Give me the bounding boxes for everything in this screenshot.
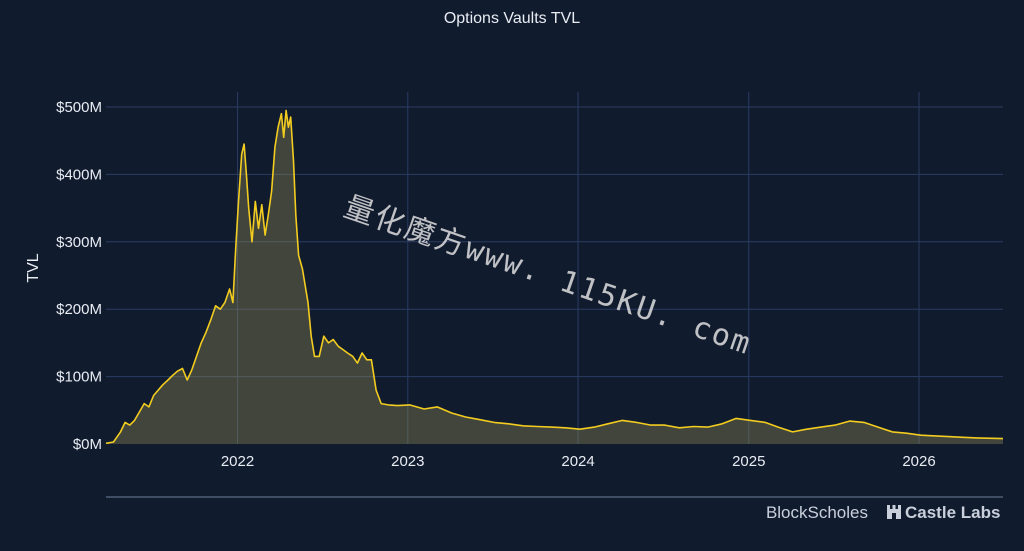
watermark-text: 量化魔方www. 115KU. com — [339, 189, 756, 362]
x-tick-label: 2026 — [902, 453, 935, 470]
chart-title: Options Vaults TVL — [444, 10, 580, 27]
y-axis: $0M $100M $200M $300M $400M $500M — [56, 99, 102, 453]
plot-layer — [105, 109, 1004, 445]
y-tick-label: $100M — [56, 369, 102, 386]
castle-icon — [887, 505, 901, 519]
tvl-area — [106, 110, 1003, 445]
x-axis: 2022 2023 2024 2025 2026 — [221, 453, 936, 470]
x-tick-label: 2025 — [732, 453, 765, 470]
y-tick-label: $0M — [73, 436, 102, 453]
y-tick-label: $200M — [56, 301, 102, 318]
y-tick-label: $500M — [56, 99, 102, 116]
x-tick-label: 2022 — [221, 453, 254, 470]
castle-labs-logo: Castle Labs — [905, 503, 1000, 522]
grid-layer — [106, 92, 1003, 444]
x-tick-label: 2023 — [391, 453, 424, 470]
blockscholes-logo: BlockScholes — [766, 503, 868, 522]
y-axis-title: TVL — [25, 253, 42, 282]
y-tick-label: $400M — [56, 166, 102, 183]
y-tick-label: $300M — [56, 234, 102, 251]
tvl-line — [105, 109, 1004, 445]
x-tick-label: 2024 — [561, 453, 594, 470]
